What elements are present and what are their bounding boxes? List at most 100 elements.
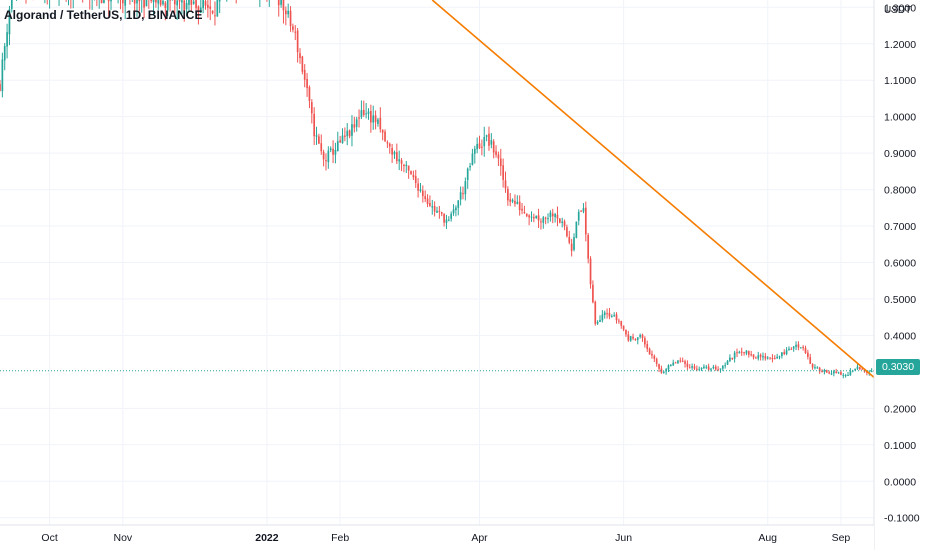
candle-body[interactable]: [622, 325, 625, 330]
candle-body[interactable]: [537, 215, 540, 221]
candle-body[interactable]: [639, 335, 641, 337]
candle-body[interactable]: [499, 158, 502, 167]
candle-body[interactable]: [218, 0, 221, 2]
candlesticks[interactable]: [0, 0, 875, 379]
candle-body[interactable]: [164, 2, 167, 8]
candle-body[interactable]: [736, 352, 738, 354]
candle-body[interactable]: [426, 198, 429, 204]
candle-body[interactable]: [136, 0, 138, 4]
candle-body[interactable]: [542, 217, 545, 223]
candle-body[interactable]: [818, 367, 821, 372]
candle-body[interactable]: [766, 357, 769, 359]
candle-body[interactable]: [301, 56, 304, 72]
candle-body[interactable]: [365, 113, 367, 115]
candle-body[interactable]: [849, 371, 852, 376]
candle-body[interactable]: [199, 7, 202, 13]
candle-body[interactable]: [599, 320, 601, 323]
candle-body[interactable]: [672, 362, 675, 366]
candle-body[interactable]: [842, 374, 845, 376]
candle-body[interactable]: [284, 10, 287, 15]
candle-body[interactable]: [740, 351, 743, 353]
candle-body[interactable]: [417, 183, 419, 191]
candle-body[interactable]: [124, 0, 127, 6]
candle-body[interactable]: [641, 334, 644, 338]
candle-body[interactable]: [421, 190, 424, 197]
candle-body[interactable]: [573, 237, 575, 250]
candle-body[interactable]: [509, 199, 512, 202]
candle-body[interactable]: [159, 0, 162, 5]
candle-body[interactable]: [214, 15, 216, 17]
candle-body[interactable]: [443, 213, 445, 223]
candle-body[interactable]: [759, 354, 762, 357]
candle-body[interactable]: [811, 364, 814, 368]
candle-body[interactable]: [677, 360, 679, 364]
candle-body[interactable]: [332, 148, 334, 155]
candle-body[interactable]: [414, 176, 417, 183]
candle-body[interactable]: [563, 221, 566, 227]
candle-body[interactable]: [457, 200, 460, 208]
candle-body[interactable]: [523, 211, 526, 213]
candle-body[interactable]: [518, 201, 521, 211]
candle-body[interactable]: [320, 143, 323, 152]
candle-body[interactable]: [308, 87, 311, 101]
candle-body[interactable]: [289, 10, 292, 27]
candle-body[interactable]: [306, 78, 308, 89]
candle-body[interactable]: [294, 31, 297, 33]
candle-body[interactable]: [353, 124, 356, 128]
candle-body[interactable]: [750, 354, 753, 356]
candle-body[interactable]: [303, 69, 306, 80]
candle-body[interactable]: [10, 0, 13, 9]
candle-body[interactable]: [367, 111, 370, 114]
candle-body[interactable]: [658, 364, 660, 369]
candle-body[interactable]: [462, 193, 464, 195]
candle-body[interactable]: [792, 346, 795, 349]
candle-body[interactable]: [445, 219, 448, 223]
candle-body[interactable]: [745, 350, 748, 354]
candle-body[interactable]: [773, 358, 776, 360]
candle-body[interactable]: [861, 368, 864, 370]
candle-body[interactable]: [587, 235, 590, 259]
candle-body[interactable]: [528, 215, 530, 218]
candle-body[interactable]: [464, 181, 467, 195]
candle-body[interactable]: [282, 0, 285, 11]
candle-body[interactable]: [100, 0, 103, 4]
candle-body[interactable]: [344, 135, 346, 137]
candle-body[interactable]: [469, 165, 471, 168]
candle-body[interactable]: [348, 130, 351, 137]
candle-body[interactable]: [856, 366, 859, 369]
candle-body[interactable]: [580, 210, 582, 212]
candle-body[interactable]: [584, 207, 587, 235]
candle-body[interactable]: [507, 188, 509, 201]
candle-body[interactable]: [393, 151, 396, 155]
candle-body[interactable]: [556, 214, 559, 219]
candle-body[interactable]: [473, 148, 476, 154]
candle-body[interactable]: [729, 357, 731, 362]
candle-body[interactable]: [478, 143, 481, 149]
candle-body[interactable]: [608, 312, 611, 317]
candle-body[interactable]: [292, 26, 294, 30]
candle-body[interactable]: [814, 367, 816, 369]
candle-body[interactable]: [150, 0, 153, 1]
candle-body[interactable]: [516, 201, 519, 205]
candle-body[interactable]: [143, 0, 145, 8]
candle-body[interactable]: [710, 368, 712, 370]
candle-body[interactable]: [405, 164, 408, 166]
candle-body[interactable]: [277, 0, 280, 6]
candle-body[interactable]: [202, 0, 204, 9]
candle-body[interactable]: [670, 364, 672, 366]
candle-body[interactable]: [502, 165, 504, 180]
candle-body[interactable]: [547, 218, 549, 220]
candle-body[interactable]: [691, 366, 693, 368]
candle-body[interactable]: [807, 352, 809, 357]
candle-body[interactable]: [575, 221, 578, 238]
candle-body[interactable]: [400, 160, 403, 164]
candle-body[interactable]: [183, 0, 186, 11]
candle-body[interactable]: [653, 355, 656, 359]
candle-body[interactable]: [799, 347, 802, 349]
candle-body[interactable]: [407, 165, 410, 171]
candle-body[interactable]: [627, 334, 630, 341]
time-axis-background[interactable]: [0, 525, 874, 550]
candle-body[interactable]: [596, 321, 599, 324]
candle-body[interactable]: [837, 372, 840, 374]
